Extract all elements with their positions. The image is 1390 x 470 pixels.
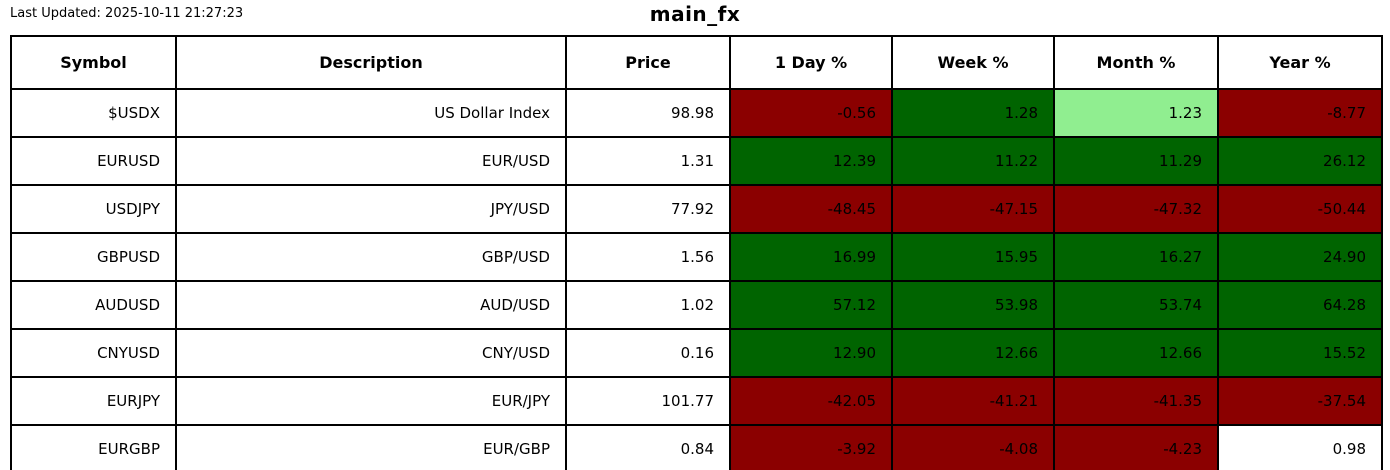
table-header-row: Symbol Description Price 1 Day % Week % … [10,35,1383,90]
col-header-symbol: Symbol [10,35,177,90]
cell-year-change: 15.52 [1217,328,1383,378]
table-row: USDJPY JPY/USD 77.92 -48.45 -47.15 -47.3… [10,184,1383,234]
table-row: GBPUSD GBP/USD 1.56 16.99 15.95 16.27 24… [10,232,1383,282]
table-row: EURUSD EUR/USD 1.31 12.39 11.22 11.29 26… [10,136,1383,186]
cell-week-change: 11.22 [891,136,1055,186]
cell-description: JPY/USD [175,184,567,234]
cell-price: 0.16 [565,328,731,378]
cell-day-change: -48.45 [729,184,893,234]
last-updated-label: Last Updated: 2025-10-11 21:27:23 [10,6,244,21]
cell-description: AUD/USD [175,280,567,330]
cell-description: US Dollar Index [175,88,567,138]
cell-day-change: 12.90 [729,328,893,378]
cell-year-change: -8.77 [1217,88,1383,138]
col-header-year: Year % [1217,35,1383,90]
cell-symbol: EURUSD [10,136,177,186]
cell-week-change: -41.21 [891,376,1055,426]
cell-year-change: 0.98 [1217,424,1383,470]
col-header-day: 1 Day % [729,35,893,90]
cell-symbol: USDJPY [10,184,177,234]
cell-price: 101.77 [565,376,731,426]
cell-year-change: 64.28 [1217,280,1383,330]
cell-symbol: GBPUSD [10,232,177,282]
cell-month-change: 16.27 [1053,232,1219,282]
cell-year-change: 24.90 [1217,232,1383,282]
cell-week-change: 15.95 [891,232,1055,282]
cell-price: 0.84 [565,424,731,470]
cell-price: 1.02 [565,280,731,330]
cell-week-change: 53.98 [891,280,1055,330]
table-row: AUDUSD AUD/USD 1.02 57.12 53.98 53.74 64… [10,280,1383,330]
cell-price: 1.31 [565,136,731,186]
cell-price: 1.56 [565,232,731,282]
cell-day-change: -3.92 [729,424,893,470]
col-header-month: Month % [1053,35,1219,90]
cell-symbol: CNYUSD [10,328,177,378]
col-header-week: Week % [891,35,1055,90]
cell-description: EUR/GBP [175,424,567,470]
cell-month-change: -41.35 [1053,376,1219,426]
cell-month-change: 53.74 [1053,280,1219,330]
cell-description: EUR/USD [175,136,567,186]
cell-week-change: -47.15 [891,184,1055,234]
cell-symbol: EURJPY [10,376,177,426]
cell-month-change: 11.29 [1053,136,1219,186]
cell-week-change: -4.08 [891,424,1055,470]
col-header-description: Description [175,35,567,90]
cell-symbol: $USDX [10,88,177,138]
cell-description: CNY/USD [175,328,567,378]
cell-symbol: EURGBP [10,424,177,470]
fx-table: Symbol Description Price 1 Day % Week % … [10,35,1383,470]
cell-week-change: 12.66 [891,328,1055,378]
table-row: CNYUSD CNY/USD 0.16 12.90 12.66 12.66 15… [10,328,1383,378]
cell-year-change: -37.54 [1217,376,1383,426]
table-row: EURJPY EUR/JPY 101.77 -42.05 -41.21 -41.… [10,376,1383,426]
cell-price: 98.98 [565,88,731,138]
cell-month-change: 1.23 [1053,88,1219,138]
col-header-price: Price [565,35,731,90]
table-row: EURGBP EUR/GBP 0.84 -3.92 -4.08 -4.23 0.… [10,424,1383,470]
cell-day-change: 12.39 [729,136,893,186]
cell-day-change: 16.99 [729,232,893,282]
cell-description: EUR/JPY [175,376,567,426]
cell-year-change: 26.12 [1217,136,1383,186]
cell-day-change: -42.05 [729,376,893,426]
page-title: main_fx [649,2,741,26]
cell-month-change: -4.23 [1053,424,1219,470]
table-row: $USDX US Dollar Index 98.98 -0.56 1.28 1… [10,88,1383,138]
cell-day-change: 57.12 [729,280,893,330]
cell-price: 77.92 [565,184,731,234]
cell-month-change: -47.32 [1053,184,1219,234]
cell-week-change: 1.28 [891,88,1055,138]
cell-year-change: -50.44 [1217,184,1383,234]
cell-month-change: 12.66 [1053,328,1219,378]
cell-symbol: AUDUSD [10,280,177,330]
cell-day-change: -0.56 [729,88,893,138]
cell-description: GBP/USD [175,232,567,282]
